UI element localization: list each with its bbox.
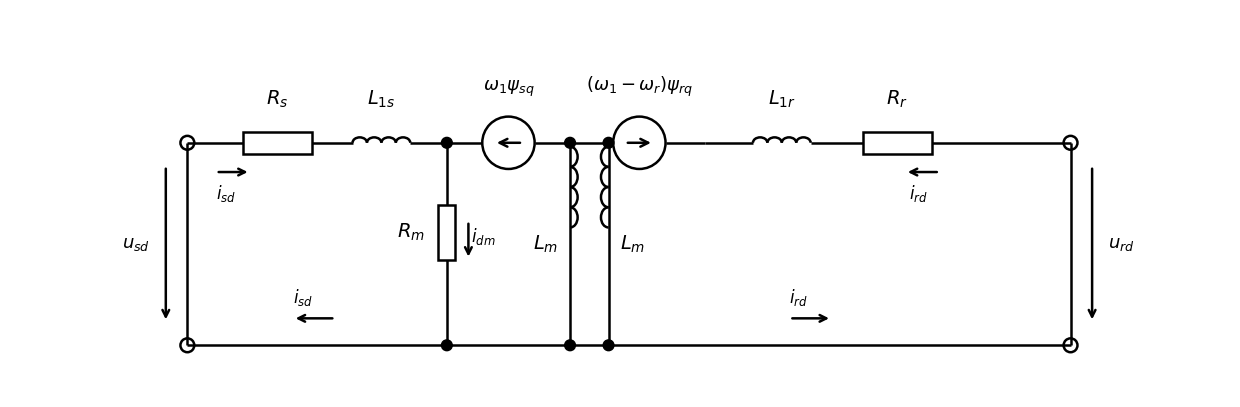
Text: $i_{sd}$: $i_{sd}$	[293, 287, 312, 309]
Circle shape	[564, 138, 575, 148]
Text: $R_s$: $R_s$	[267, 89, 289, 110]
Circle shape	[603, 340, 614, 351]
Circle shape	[441, 138, 453, 148]
Text: $\omega_1\psi_{sq}$: $\omega_1\psi_{sq}$	[482, 79, 534, 99]
Text: $R_m$: $R_m$	[397, 222, 425, 243]
Bar	[439, 205, 455, 260]
Text: $u_{sd}$: $u_{sd}$	[123, 235, 150, 253]
Bar	[863, 132, 932, 153]
Text: $L_m$: $L_m$	[620, 234, 645, 255]
Bar	[243, 132, 312, 153]
Circle shape	[441, 340, 453, 351]
Text: $i_{dm}$: $i_{dm}$	[471, 226, 496, 247]
Text: $L_{1r}$: $L_{1r}$	[768, 89, 796, 110]
Text: $i_{rd}$: $i_{rd}$	[909, 183, 928, 204]
Text: $L_m$: $L_m$	[533, 234, 558, 255]
Text: $u_{rd}$: $u_{rd}$	[1107, 235, 1135, 253]
Circle shape	[564, 340, 575, 351]
Text: $R_r$: $R_r$	[887, 89, 908, 110]
Text: $L_{1s}$: $L_{1s}$	[367, 89, 396, 110]
Circle shape	[603, 138, 614, 148]
Text: $(\omega_1-\omega_r)\psi_{rq}$: $(\omega_1-\omega_r)\psi_{rq}$	[585, 75, 693, 99]
Text: $i_{sd}$: $i_{sd}$	[216, 183, 236, 204]
Text: $i_{rd}$: $i_{rd}$	[790, 287, 808, 309]
